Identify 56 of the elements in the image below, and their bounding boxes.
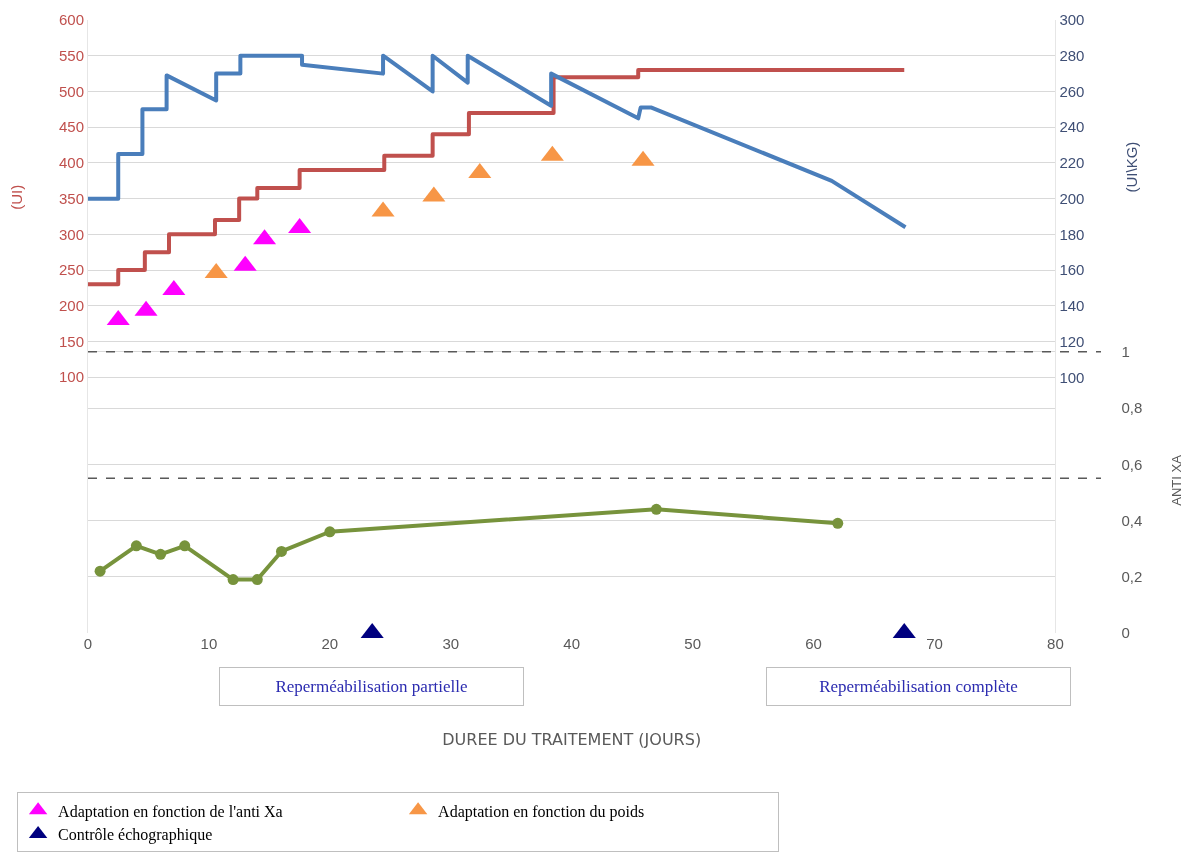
point — [94, 565, 106, 577]
y3-tick-label: 0,8 — [1121, 399, 1143, 417]
point — [227, 574, 239, 586]
text: Reperméabilisation complète — [819, 677, 1018, 696]
y2-tick-label: 100 — [1059, 368, 1085, 386]
point — [832, 517, 844, 529]
x-tick-label: 40 — [563, 635, 581, 652]
y2-axis-title: (UI\KG) — [1123, 141, 1141, 193]
y2-tick-label: 200 — [1059, 189, 1085, 207]
point — [251, 574, 263, 586]
y2-tick-label: 240 — [1059, 118, 1085, 136]
y2-tick-label: 140 — [1059, 297, 1085, 315]
y2-tick-label: 120 — [1059, 332, 1085, 350]
line-series — [88, 53, 908, 230]
x-tick-label: 50 — [684, 635, 701, 652]
legend-label: Adaptation en fonction du poids — [438, 802, 645, 821]
y2-tick-label: 180 — [1059, 225, 1085, 243]
x-tick-label: 60 — [805, 635, 822, 652]
y-tick-label: 600 — [58, 11, 84, 29]
y-tick-label: 450 — [58, 118, 84, 136]
y-tick-label: 200 — [58, 297, 84, 315]
y-axis-title: (UI) — [8, 184, 26, 210]
y-tick-label: 250 — [58, 261, 84, 279]
y3-tick-label: 0,2 — [1121, 568, 1143, 586]
x-tick-label: 10 — [200, 635, 218, 652]
y-tick-label: 100 — [58, 368, 84, 386]
point — [275, 545, 287, 557]
x-tick-label: 20 — [321, 635, 339, 652]
point — [130, 540, 142, 552]
y3-tick-label: 0,4 — [1121, 511, 1143, 529]
y-tick-label: 400 — [58, 154, 84, 172]
point — [155, 548, 167, 560]
y-tick-label: 500 — [58, 82, 84, 100]
x-tick-label: 30 — [442, 635, 460, 652]
point — [179, 540, 191, 552]
x-axis-title: DUREE DU TRAITEMENT (JOURS) — [442, 729, 702, 749]
point — [650, 503, 662, 515]
y2-tick-label: 260 — [1059, 82, 1085, 100]
x-tick-label: 70 — [926, 635, 943, 652]
legend-label: Contrôle échographique — [58, 826, 213, 845]
x-tick-label: 80 — [1047, 635, 1064, 652]
y-tick-label: 300 — [58, 225, 84, 243]
legend-label: Adaptation en fonction de l'anti Xa — [58, 802, 283, 821]
y-tick-label: 150 — [58, 332, 84, 350]
y2-tick-label: 160 — [1059, 261, 1085, 279]
y2-tick-label: 300 — [1059, 11, 1085, 29]
y-tick-label: 550 — [58, 46, 84, 64]
text: Reperméabilisation partielle — [275, 677, 468, 696]
y2-tick-label: 280 — [1059, 46, 1085, 64]
y3-tick-label: 1 — [1121, 343, 1130, 361]
y-tick-label: 350 — [58, 189, 84, 207]
y2-tick-label: 220 — [1059, 154, 1085, 172]
y3-tick-label: 0,6 — [1121, 455, 1143, 473]
x-tick-label: 0 — [83, 635, 93, 652]
point — [324, 526, 336, 538]
y3-axis-title: ANTI XA — [1169, 454, 1184, 506]
